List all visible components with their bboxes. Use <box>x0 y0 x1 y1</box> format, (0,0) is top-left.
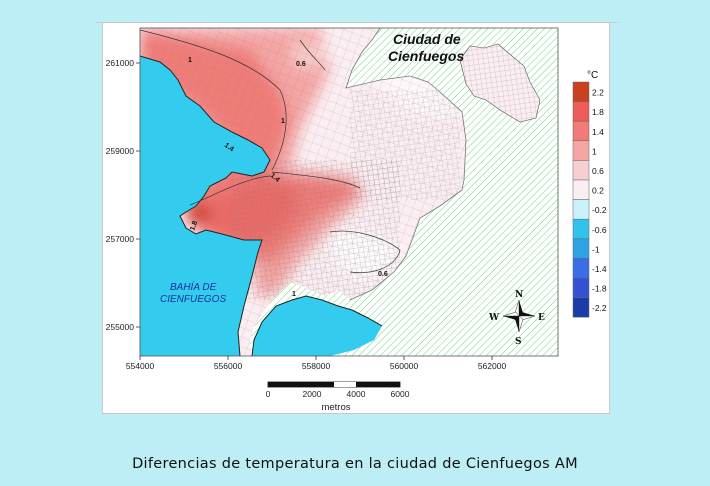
compass-rose-icon <box>502 299 536 333</box>
legend-level-label: 1.4 <box>592 127 604 137</box>
compass-west: W <box>488 313 500 323</box>
compass-south: S <box>515 337 522 347</box>
bay-inlet <box>252 296 382 356</box>
bay-label-line1: BAHÍA DE <box>170 280 217 293</box>
legend-level-label: 0.2 <box>592 186 604 196</box>
legend-level-label: -2.2 <box>592 303 607 313</box>
y-tick-label: 255000 <box>106 322 135 332</box>
contour-label: 1 <box>188 57 192 64</box>
legend-swatch <box>572 140 590 161</box>
scale-bar <box>267 381 401 388</box>
x-tick-label: 556000 <box>214 361 243 371</box>
city-title-line1: Ciudad de <box>393 31 461 47</box>
legend-level-label: 1 <box>592 146 597 156</box>
y-tick-label: 259000 <box>106 146 135 156</box>
isotherms <box>140 29 401 274</box>
scale-tick: 0 <box>266 389 271 399</box>
contour-label: 1.4 <box>269 172 281 184</box>
contour-label: 1.4 <box>223 142 235 153</box>
legend-level-label: -0.2 <box>592 205 607 215</box>
city-title-line2: Cienfuegos <box>388 48 464 64</box>
scale-tick: 2000 <box>303 389 322 399</box>
legend-level-label: -1.8 <box>592 284 607 294</box>
legend-swatch <box>572 297 590 318</box>
y-tick-label: 261000 <box>106 58 135 68</box>
x-tick-label: 560000 <box>390 361 419 371</box>
legend-swatch <box>572 81 590 102</box>
legend-swatch <box>572 277 590 298</box>
compass-north: N <box>515 290 523 300</box>
legend-level-label: -1.4 <box>592 264 607 274</box>
urban-extension-ne <box>459 43 541 123</box>
legend-swatch <box>572 238 590 259</box>
legend-swatch <box>572 258 590 279</box>
x-tick-label: 562000 <box>478 361 507 371</box>
scale-tick: 4000 <box>347 389 366 399</box>
scale-tick: 6000 <box>391 389 410 399</box>
figure-caption: Diferencias de temperatura en la ciudad … <box>132 456 578 472</box>
contour-label: 0.6 <box>296 61 306 68</box>
contour-label: 1 <box>292 291 296 298</box>
legend-swatch <box>572 160 590 181</box>
contour-label: 0.6 <box>378 271 388 278</box>
legend-level-label: 2.2 <box>592 88 604 98</box>
legend-level-label: 0.6 <box>592 166 604 176</box>
map-frame <box>139 27 559 357</box>
x-tick-label: 554000 <box>126 361 155 371</box>
scale-unit: metros <box>321 402 350 413</box>
bay-label-line2: CIENFUEGOS <box>160 294 226 305</box>
contour-label: 1 <box>281 118 285 125</box>
x-tick-label: 558000 <box>302 361 331 371</box>
contour-label: 1.8 <box>189 220 199 232</box>
legend-level-label: 1.8 <box>592 107 604 117</box>
legend-swatch <box>572 179 590 200</box>
bay-water <box>140 56 270 356</box>
temperature-legend: °C 2.2 1.8 1.4 1 0.6 0.2 -0.2 -0.6 -1 -1.4 -1.8 -2.… <box>572 70 607 318</box>
compass-east: E <box>538 313 545 323</box>
legend-swatch <box>572 101 590 122</box>
legend-swatch <box>572 218 590 240</box>
legend-unit: °C <box>587 70 598 81</box>
legend-level-label: -0.6 <box>592 225 607 235</box>
legend-level-label: -1 <box>592 244 600 254</box>
y-tick-label: 257000 <box>106 234 135 244</box>
legend-swatch <box>572 120 590 142</box>
legend-swatch <box>572 199 590 220</box>
